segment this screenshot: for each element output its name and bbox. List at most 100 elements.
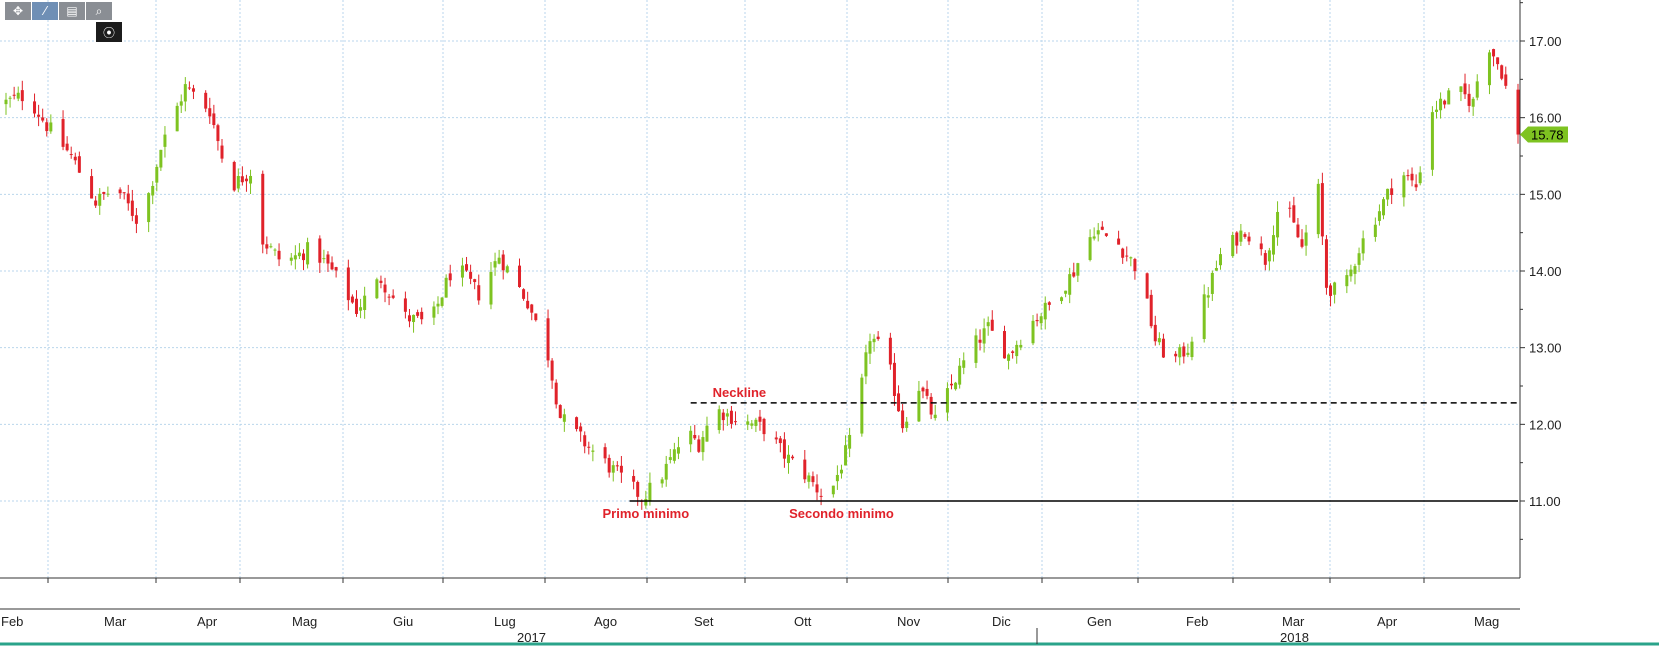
candle-body (1247, 236, 1251, 242)
candle-body (615, 465, 619, 467)
candle-body (958, 365, 962, 385)
candle-body (489, 271, 493, 305)
settings-icon[interactable]: ⦿ (96, 22, 122, 42)
candle-body (746, 421, 750, 425)
candle-body (1386, 188, 1390, 200)
candle-body (990, 319, 994, 331)
candle-body (261, 173, 265, 245)
candle-body (4, 99, 8, 105)
candle-body (1276, 211, 1280, 238)
candle-body (562, 414, 566, 422)
candle-body (839, 469, 843, 474)
candle-body (550, 360, 554, 381)
candle-body (1096, 230, 1100, 235)
candle-body (204, 92, 208, 109)
candle-body (518, 265, 522, 287)
candle-body (721, 412, 725, 421)
annotations: Neckline Primo minimo Secondo minimo (603, 385, 894, 521)
candle-body (16, 92, 20, 99)
x-tick-label: Giu (393, 614, 413, 629)
candle-body (49, 122, 53, 132)
crosshair-icon[interactable]: ✥ (5, 2, 31, 20)
candle-body (1125, 255, 1129, 257)
candle-body (236, 175, 240, 189)
annotation-lines (629, 402, 1518, 502)
candle-body (1390, 188, 1394, 195)
candle-body (8, 97, 12, 99)
neckline-label: Neckline (713, 385, 766, 400)
candle-body (676, 447, 680, 454)
candle-body (1202, 294, 1206, 339)
candle-body (848, 434, 852, 449)
candle-body (876, 336, 880, 340)
candle-body (1467, 93, 1471, 106)
candle-body (697, 439, 701, 452)
candle-body (982, 328, 986, 344)
candle-body (1304, 232, 1308, 246)
x-tick-label: Dic (992, 614, 1011, 629)
candle-body (1496, 57, 1500, 65)
candle-body (175, 105, 179, 132)
candle-body (632, 476, 636, 482)
candle-body (41, 117, 45, 121)
candle-body (1296, 224, 1300, 238)
candle-body (1475, 81, 1479, 98)
candle-body (579, 426, 583, 432)
candle-body (322, 258, 326, 260)
candle-body (868, 341, 872, 354)
candle-body (1019, 344, 1023, 348)
candle-body (1007, 354, 1011, 361)
candle-body (892, 362, 896, 396)
candle-body (416, 312, 420, 316)
candle-body (501, 254, 505, 271)
candle-body (1439, 98, 1443, 111)
secondo-minimo-label: Secondo minimo (789, 506, 894, 521)
candle-body (465, 264, 469, 271)
candle-body (306, 242, 310, 265)
candle-body (497, 257, 501, 264)
candle-body (1133, 259, 1137, 272)
candle-body (1064, 290, 1068, 294)
candle-body (420, 311, 424, 320)
candle-body (179, 101, 183, 106)
candle-body (1447, 90, 1451, 105)
candle-body (191, 88, 195, 92)
y-tick-label: 15.00 (1529, 187, 1562, 202)
candle-body (978, 339, 982, 343)
candle-body (575, 417, 579, 430)
candle-body (1047, 302, 1051, 305)
candle-body (77, 156, 81, 173)
primo-minimo-label: Primo minimo (603, 506, 690, 521)
candle-body (974, 335, 978, 363)
candle-body (1402, 175, 1406, 198)
candle-body (664, 463, 668, 480)
candle-body (147, 193, 151, 223)
draw-line-icon[interactable]: ⁄ (32, 2, 58, 20)
candle-body (864, 352, 868, 377)
zoom-icon[interactable]: ⌕ (86, 2, 112, 20)
candle-body (921, 387, 925, 392)
candle-body (444, 277, 448, 298)
candle-body (130, 200, 134, 216)
x-tick-label: Mar (104, 614, 127, 629)
candle-body (106, 193, 110, 195)
candle-body (1329, 285, 1333, 296)
candle-body (277, 250, 281, 260)
candle-body (1182, 346, 1186, 357)
candle-body (20, 90, 24, 102)
candle-body (1214, 267, 1218, 271)
candle-body (1406, 175, 1410, 177)
candle-body (1263, 253, 1267, 265)
y-tick-label: 11.00 (1529, 494, 1561, 509)
table-icon[interactable]: ▤ (59, 2, 85, 20)
candle-body (888, 337, 892, 365)
candle-body (469, 271, 473, 279)
candle-body (1092, 236, 1096, 239)
candle-body (1410, 173, 1414, 181)
candle-body (750, 423, 754, 426)
candle-body (1349, 269, 1353, 277)
candle-body (155, 166, 159, 183)
candle-body (762, 418, 766, 435)
x-tick-label: Feb (1186, 614, 1208, 629)
